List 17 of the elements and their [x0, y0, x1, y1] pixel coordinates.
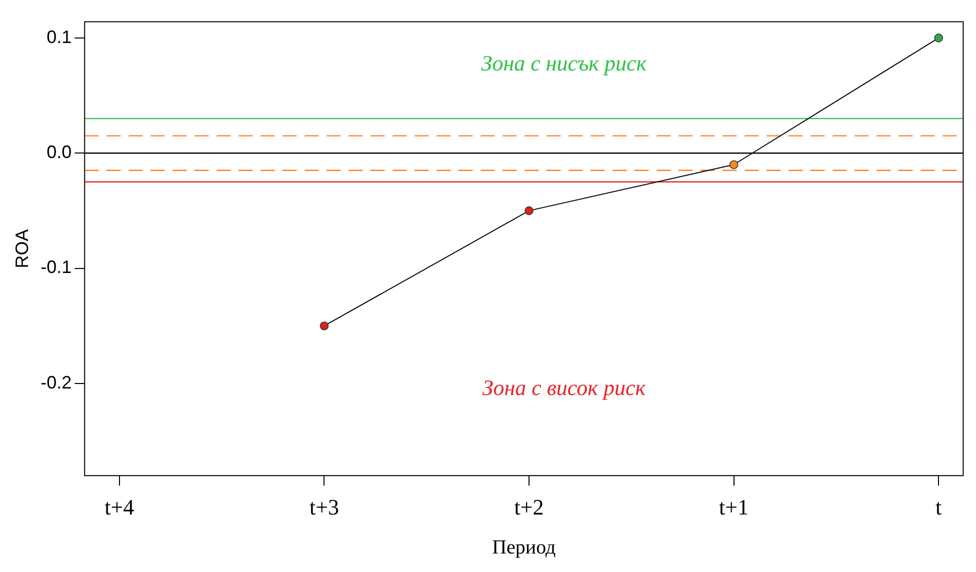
- x-tick-label: t: [936, 494, 942, 520]
- x-axis-title: Период: [492, 536, 556, 558]
- y-tick-label: 0.0: [46, 142, 72, 162]
- annotation: Зона с нисък риск: [481, 50, 648, 76]
- x-tick-label: t+3: [309, 494, 339, 520]
- point: [320, 321, 329, 330]
- x-tick-label: t+1: [719, 494, 749, 520]
- point: [934, 34, 944, 42]
- y-axis-title: ROA: [12, 229, 32, 268]
- point: [524, 206, 534, 216]
- annotation: Зона с висок риск: [482, 375, 646, 400]
- y-tick-label: 0.1: [46, 26, 72, 47]
- point: [729, 160, 738, 170]
- x-tick-label: t+2: [514, 494, 544, 520]
- y-tick-label: -0.1: [40, 257, 72, 278]
- x-tick-label: t+4: [104, 494, 134, 520]
- y-tick-label: -0.2: [40, 372, 72, 392]
